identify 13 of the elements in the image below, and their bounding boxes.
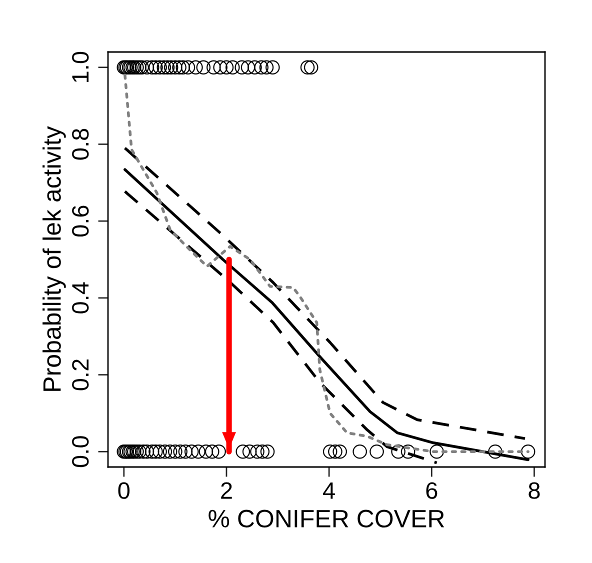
x-tick-label: 2 — [221, 482, 232, 499]
y-tick-label: 0.0 — [72, 436, 89, 468]
y-tick-label: 0.2 — [72, 360, 89, 390]
y-tick-label: 0.8 — [72, 128, 89, 160]
x-axis-title: % CONIFER COVER — [208, 510, 444, 528]
y-tick-label: 0.6 — [72, 206, 89, 237]
y-axis-title: Probability of lek activity — [42, 126, 66, 391]
x-tick-label: 4 — [323, 482, 335, 499]
y-tick-label: 1.0 — [72, 52, 89, 82]
x-tick-label: 6 — [426, 482, 438, 499]
x-tick-label: 0 — [118, 482, 130, 499]
y-tick-label: 0.4 — [72, 282, 89, 314]
x-tick-label: 8 — [528, 482, 540, 499]
